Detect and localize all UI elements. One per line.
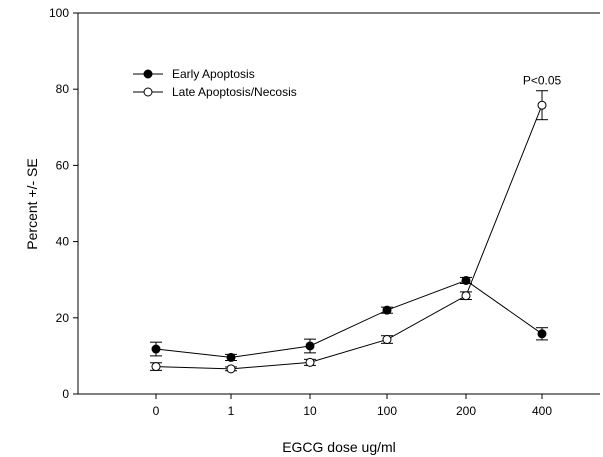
x-tick-label: 400: [532, 404, 552, 418]
data-point: [151, 362, 161, 372]
x-tick-label: 1: [228, 404, 235, 418]
series-line: [155, 105, 543, 370]
x-axis-ticks: 0 1 10 100 200 400: [153, 394, 552, 418]
series-1: [150, 275, 548, 362]
data-point: [537, 100, 547, 110]
data-point: [226, 364, 236, 374]
legend: Early Apoptosis Late Apoptosis/Necosis: [133, 67, 297, 99]
y-axis-label: Percent +/- SE: [24, 158, 40, 249]
data-point: [151, 344, 161, 354]
legend-marker: [143, 69, 153, 79]
y-tick-label: 60: [56, 158, 70, 172]
data-point: [226, 352, 236, 362]
legend-label: Early Apoptosis: [172, 67, 255, 81]
series-2: [150, 90, 548, 374]
data-point: [382, 335, 392, 345]
x-axis-label: EGCG dose ug/ml: [282, 439, 396, 455]
significance-annotation: P<0.05: [523, 74, 562, 88]
annotations: P<0.05: [523, 74, 562, 88]
legend-marker: [143, 87, 153, 97]
y-axis-ticks: 0 20 40 60 80 100: [49, 6, 78, 401]
plot-frame: [77, 12, 600, 395]
x-tick-label: 0: [153, 404, 160, 418]
y-tick-label: 20: [56, 311, 70, 325]
legend-label: Late Apoptosis/Necosis: [172, 85, 297, 99]
data-point: [461, 275, 471, 285]
x-tick-label: 100: [377, 404, 397, 418]
y-tick-label: 40: [56, 235, 70, 249]
series-layer: [150, 90, 548, 374]
data-point: [305, 357, 315, 367]
series-line: [155, 279, 543, 358]
y-tick-label: 0: [62, 387, 69, 401]
data-point: [461, 291, 471, 301]
data-point: [537, 329, 547, 339]
y-tick-label: 100: [49, 6, 69, 20]
x-tick-label: 200: [456, 404, 476, 418]
data-point: [305, 341, 315, 351]
data-point: [382, 305, 392, 315]
x-tick-label: 10: [303, 404, 317, 418]
y-tick-label: 80: [56, 82, 70, 96]
